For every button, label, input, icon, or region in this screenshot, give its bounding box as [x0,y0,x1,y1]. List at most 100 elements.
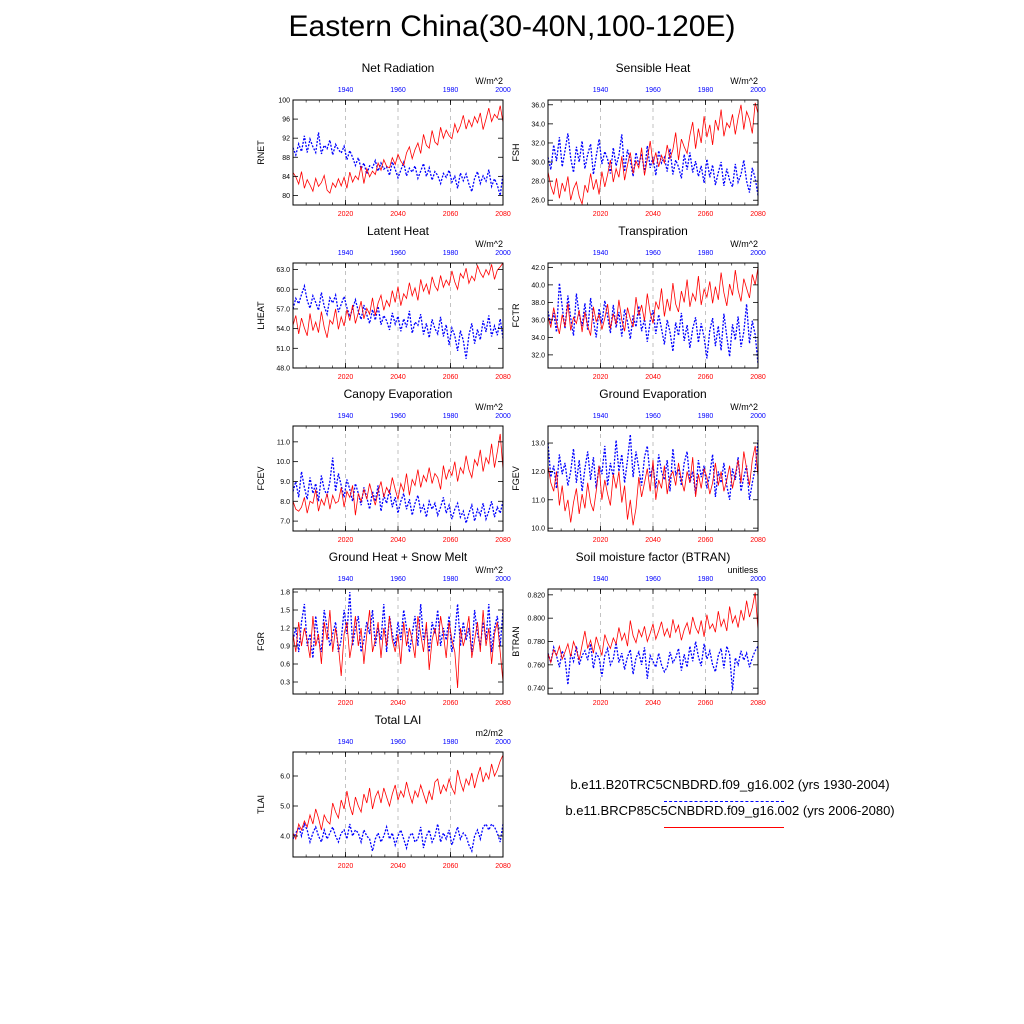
y-axis-label: FSH [511,144,521,162]
y-axis-label: FGEV [511,466,521,491]
units-label: W/m^2 [475,402,503,412]
y-tick-label: 92 [282,136,290,143]
bottom-tick-label: 2020 [338,863,354,870]
series-line-future [292,262,504,338]
y-tick-label: 63.0 [276,267,290,274]
legend-future-line [664,827,784,828]
top-tick-label: 1960 [390,87,406,94]
bottom-tick-label: 2080 [750,537,766,544]
units-label: W/m^2 [730,239,758,249]
series-line-future [292,105,504,194]
bottom-tick-label: 2020 [338,537,354,544]
top-tick-label: 2000 [495,250,511,257]
top-tick-label: 1960 [645,87,661,94]
y-tick-label: 1.2 [280,626,290,633]
y-tick-label: 5.0 [280,804,290,811]
bottom-tick-label: 2060 [698,211,714,218]
y-tick-label: 7.0 [280,519,290,526]
panel-total-lai: Total LAI m2/m2 1940 1960 1980 2000 2020 2040 20… [255,712,515,877]
y-tick-label: 12.0 [531,469,545,476]
y-tick-label: 26.0 [531,198,545,205]
bottom-tick-label: 2080 [495,700,511,707]
bottom-tick-label: 2060 [443,211,459,218]
top-tick-label: 1960 [390,413,406,420]
top-tick-label: 1940 [338,413,354,420]
units-label: W/m^2 [730,402,758,412]
y-tick-label: 36.0 [531,317,545,324]
y-tick-label: 8.0 [280,499,290,506]
bottom-tick-label: 2080 [750,374,766,381]
units-label: W/m^2 [475,565,503,575]
bottom-tick-label: 2020 [593,374,609,381]
top-tick-label: 1940 [593,250,609,257]
top-tick-label: 2000 [750,250,766,257]
panel-btran: Soil moisture factor (BTRAN) unitless 1940… [510,549,770,714]
top-tick-label: 1980 [443,250,459,257]
y-axis-label: BTRAN [511,626,521,657]
bottom-tick-label: 2040 [390,374,406,381]
panel-latent-heat: Latent Heat W/m^2 1940 1960 1980 2000 2020 2040… [255,223,515,388]
y-axis-label: TLAI [256,795,266,814]
y-tick-label: 40.0 [531,282,545,289]
top-tick-label: 2000 [495,739,511,746]
y-tick-label: 28.0 [531,179,545,186]
y-tick-label: 51.0 [276,346,290,353]
panel-ground-heat: Ground Heat + Snow Melt W/m^2 1940 1960 1980… [255,549,515,714]
bottom-tick-label: 2040 [645,211,661,218]
panel-title: Transpiration [618,224,688,238]
y-axis-label: FGR [256,632,266,651]
top-tick-label: 1940 [338,250,354,257]
top-tick-label: 1980 [443,87,459,94]
y-tick-label: 60.0 [276,287,290,294]
y-tick-label: 88 [282,155,290,162]
panel-title: Ground Evaporation [599,387,706,401]
y-tick-label: 36.0 [531,102,545,109]
y-tick-label: 10.0 [276,459,290,466]
top-tick-label: 2000 [495,87,511,94]
top-tick-label: 1980 [698,250,714,257]
bottom-tick-label: 2020 [338,374,354,381]
series-line-historical [292,822,504,854]
y-tick-label: 0.800 [527,616,545,623]
units-label: W/m^2 [475,239,503,249]
bottom-tick-label: 2040 [390,211,406,218]
y-tick-label: 11.0 [277,439,290,446]
series-line-future [292,754,504,841]
top-tick-label: 1960 [645,576,661,583]
top-tick-label: 2000 [750,413,766,420]
top-tick-label: 1960 [645,413,661,420]
top-tick-label: 2000 [750,576,766,583]
panel-title: Latent Heat [367,224,430,238]
y-tick-label: 34.0 [531,121,545,128]
top-tick-label: 1960 [390,576,406,583]
y-tick-label: 0.6 [280,662,290,669]
bottom-tick-label: 2040 [390,537,406,544]
top-tick-label: 1960 [390,250,406,257]
bottom-tick-label: 2060 [443,537,459,544]
bottom-tick-label: 2040 [390,863,406,870]
y-axis-label: FCEV [256,466,266,490]
bottom-tick-label: 2020 [593,700,609,707]
y-tick-label: 32.0 [531,352,545,359]
y-tick-label: 0.760 [527,662,545,669]
units-label: W/m^2 [730,76,758,86]
y-tick-label: 42.0 [531,265,545,272]
top-tick-label: 1940 [593,576,609,583]
panel-net-radiation: Net Radiation W/m^2 1940 1960 1980 2000 2020 20… [255,60,515,225]
top-tick-label: 2000 [495,576,511,583]
bottom-tick-label: 2020 [593,211,609,218]
panel-title: Ground Heat + Snow Melt [329,550,468,564]
y-tick-label: 10.0 [531,526,545,533]
panel-title: Soil moisture factor (BTRAN) [576,550,731,564]
bottom-tick-label: 2060 [443,374,459,381]
units-label: m2/m2 [475,728,503,738]
y-tick-label: 48.0 [276,366,290,373]
series-line-historical [547,283,759,364]
y-axis-label: LHEAT [256,301,266,330]
y-tick-label: 84 [282,174,290,181]
y-tick-label: 0.9 [280,644,290,651]
y-tick-label: 57.0 [276,306,290,313]
bottom-tick-label: 2080 [750,700,766,707]
y-axis-label: FCTR [511,303,521,327]
top-tick-label: 1980 [698,413,714,420]
